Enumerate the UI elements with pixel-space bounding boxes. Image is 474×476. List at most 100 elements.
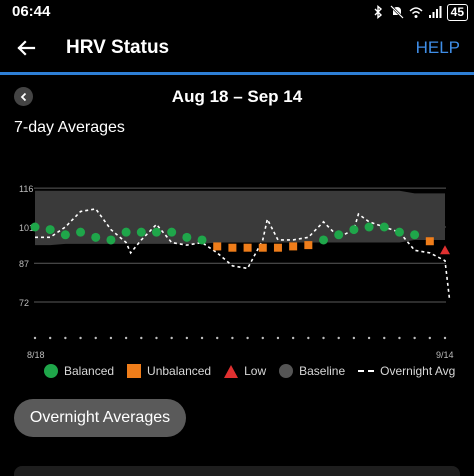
x-axis-dot — [398, 336, 401, 340]
balanced-point — [379, 222, 389, 232]
x-axis-dot — [124, 336, 128, 340]
app-bar: HRV Status HELP — [0, 24, 474, 72]
balanced-point — [30, 222, 40, 232]
x-axis-dot — [200, 336, 204, 340]
x-axis-dot — [216, 336, 219, 340]
balanced-point — [364, 222, 374, 232]
bluetooth-icon — [374, 5, 382, 19]
arrow-left-icon[interactable] — [14, 36, 38, 60]
x-axis-dot — [322, 336, 325, 340]
legend-label: Low — [244, 364, 267, 378]
x-axis-dot — [155, 336, 158, 340]
balanced-point — [410, 230, 420, 240]
legend-item-unbalanced: Unbalanced — [127, 364, 211, 378]
unbalanced-point — [273, 243, 282, 252]
battery-icon: 45 — [446, 3, 468, 21]
balanced-point — [197, 235, 207, 245]
balanced-point — [45, 225, 55, 235]
chart-legend: Balanced Unbalanced Low Baseline Overnig… — [44, 361, 468, 381]
x-axis-dot — [64, 336, 67, 340]
balanced-point — [334, 230, 344, 240]
balanced-point — [394, 227, 404, 237]
next-card — [14, 466, 460, 476]
y-tick-label: 87 — [19, 259, 29, 269]
x-axis-dot — [48, 336, 52, 340]
page-title: HRV Status — [66, 37, 170, 58]
status-icons: 45 — [371, 3, 468, 21]
balanced-swatch — [44, 364, 58, 378]
x-start-label: 8/18 — [27, 350, 45, 360]
y-tick-label: 116 — [19, 184, 33, 194]
low-point — [440, 245, 450, 255]
overnight-averages-button[interactable]: Overnight Averages — [14, 399, 186, 437]
legend-label: Unbalanced — [147, 364, 212, 378]
mute-icon — [389, 5, 404, 19]
balanced-point — [136, 227, 146, 237]
x-axis-dot — [140, 336, 143, 340]
legend-label: Overnight Avg — [380, 364, 456, 378]
x-axis-dot — [33, 336, 37, 340]
legend-item-overnight: Overnight Avg — [358, 364, 455, 378]
x-axis-dot — [276, 336, 280, 340]
y-tick-label: 72 — [19, 298, 29, 308]
overnight-swatch — [358, 370, 375, 372]
x-axis-dot — [79, 336, 82, 340]
unbalanced-point — [228, 243, 237, 252]
balanced-point — [121, 227, 131, 237]
unbalanced-point — [289, 242, 298, 251]
unbalanced-point — [213, 242, 222, 251]
x-axis-dot — [307, 336, 310, 340]
legend-item-balanced: Balanced — [44, 364, 114, 378]
wifi-icon — [409, 7, 423, 18]
y-tick-label: 101 — [19, 223, 34, 233]
x-axis-dot — [383, 336, 386, 340]
unbalanced-swatch — [127, 364, 142, 378]
x-axis-dot — [428, 336, 432, 340]
unbalanced-point — [243, 243, 252, 252]
status-bar: 06:44 45 — [0, 0, 474, 24]
x-axis-dot — [367, 336, 371, 340]
legend-label: Baseline — [299, 364, 346, 378]
balanced-point — [151, 227, 161, 237]
overnight-avg-line — [35, 208, 451, 300]
x-axis-dot — [109, 336, 113, 340]
hrv-chart: 116 101 87 72 8/18 9/14 — [19, 184, 454, 360]
x-end-label: 9/14 — [436, 350, 454, 360]
baseline-swatch — [279, 364, 294, 378]
x-axis-dot — [246, 336, 249, 340]
balanced-point — [91, 232, 101, 242]
x-axis-dot — [231, 336, 234, 340]
section-title: 7-day Averages — [14, 119, 125, 136]
x-axis-dot — [337, 336, 340, 340]
low-swatch — [224, 364, 239, 378]
x-axis-dot — [261, 336, 264, 340]
help-button[interactable]: HELP — [415, 38, 460, 57]
unbalanced-point — [258, 243, 267, 252]
x-axis-dot — [352, 336, 356, 340]
balanced-point — [182, 232, 192, 242]
header-divider — [0, 72, 474, 75]
x-axis-dot — [185, 336, 189, 340]
balanced-point — [349, 225, 359, 235]
balanced-point — [319, 235, 329, 245]
balanced-point — [167, 227, 177, 237]
x-axis-dot — [443, 336, 447, 340]
unbalanced-point — [425, 237, 434, 246]
previous-period-button[interactable] — [14, 87, 33, 106]
legend-item-low: Low — [224, 364, 266, 378]
chevron-left-icon — [20, 92, 26, 101]
balanced-point — [76, 227, 86, 237]
x-axis-dot — [413, 336, 416, 340]
legend-label: Balanced — [64, 364, 115, 378]
x-axis-dot — [170, 336, 173, 340]
balanced-point — [60, 230, 70, 240]
unbalanced-point — [304, 241, 313, 250]
status-time: 06:44 — [12, 3, 51, 20]
legend-item-baseline: Baseline — [279, 364, 345, 378]
x-axis-dot — [94, 336, 97, 340]
x-axis-dot — [291, 336, 295, 340]
date-navigator: Aug 18 – Sep 14 — [0, 84, 474, 110]
date-range: Aug 18 – Sep 14 — [171, 87, 303, 106]
balanced-point — [106, 235, 116, 245]
signal-icon — [428, 6, 442, 18]
